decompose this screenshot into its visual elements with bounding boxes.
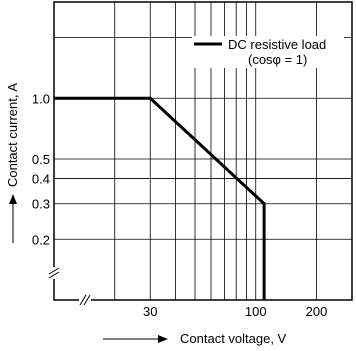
y-tick-label: 1.0 [32, 91, 50, 106]
y-tick-label: 0.2 [32, 232, 50, 247]
y-tick-label: 0.4 [32, 172, 50, 187]
series-line [54, 96, 266, 300]
y-axis-arrow [9, 194, 17, 243]
legend-sublabel: (cosφ = 1) [248, 52, 307, 67]
y-axis-break-mark [48, 267, 60, 275]
legend: DC resistive load (cosφ = 1) [192, 36, 344, 68]
x-axis-arrow [103, 335, 168, 343]
tick-labels: 30 100 200 0.2 0.3 0.4 0.5 1.0 [32, 91, 327, 319]
x-tick-label: 200 [306, 304, 328, 319]
y-axis-break-gap [52, 267, 56, 279]
legend-label: DC resistive load [228, 37, 326, 52]
x-tick-label: 100 [245, 304, 267, 319]
plot-frame [53, 1, 353, 301]
x-axis-break-mark [79, 294, 87, 306]
axis-breaks [48, 267, 91, 306]
y-tick-label: 0.5 [32, 152, 50, 167]
x-tick-label: 30 [143, 304, 157, 319]
y-tick-label: 0.3 [32, 197, 50, 212]
series-group [54, 96, 266, 300]
legend-background [192, 36, 344, 68]
y-axis-break-mark [48, 271, 60, 279]
y-axis-label: Contact current, A [5, 83, 20, 187]
x-axis-break-mark [83, 294, 91, 306]
x-axis-break-gap [79, 298, 91, 302]
x-axis-label: Contact voltage, V [180, 331, 287, 346]
